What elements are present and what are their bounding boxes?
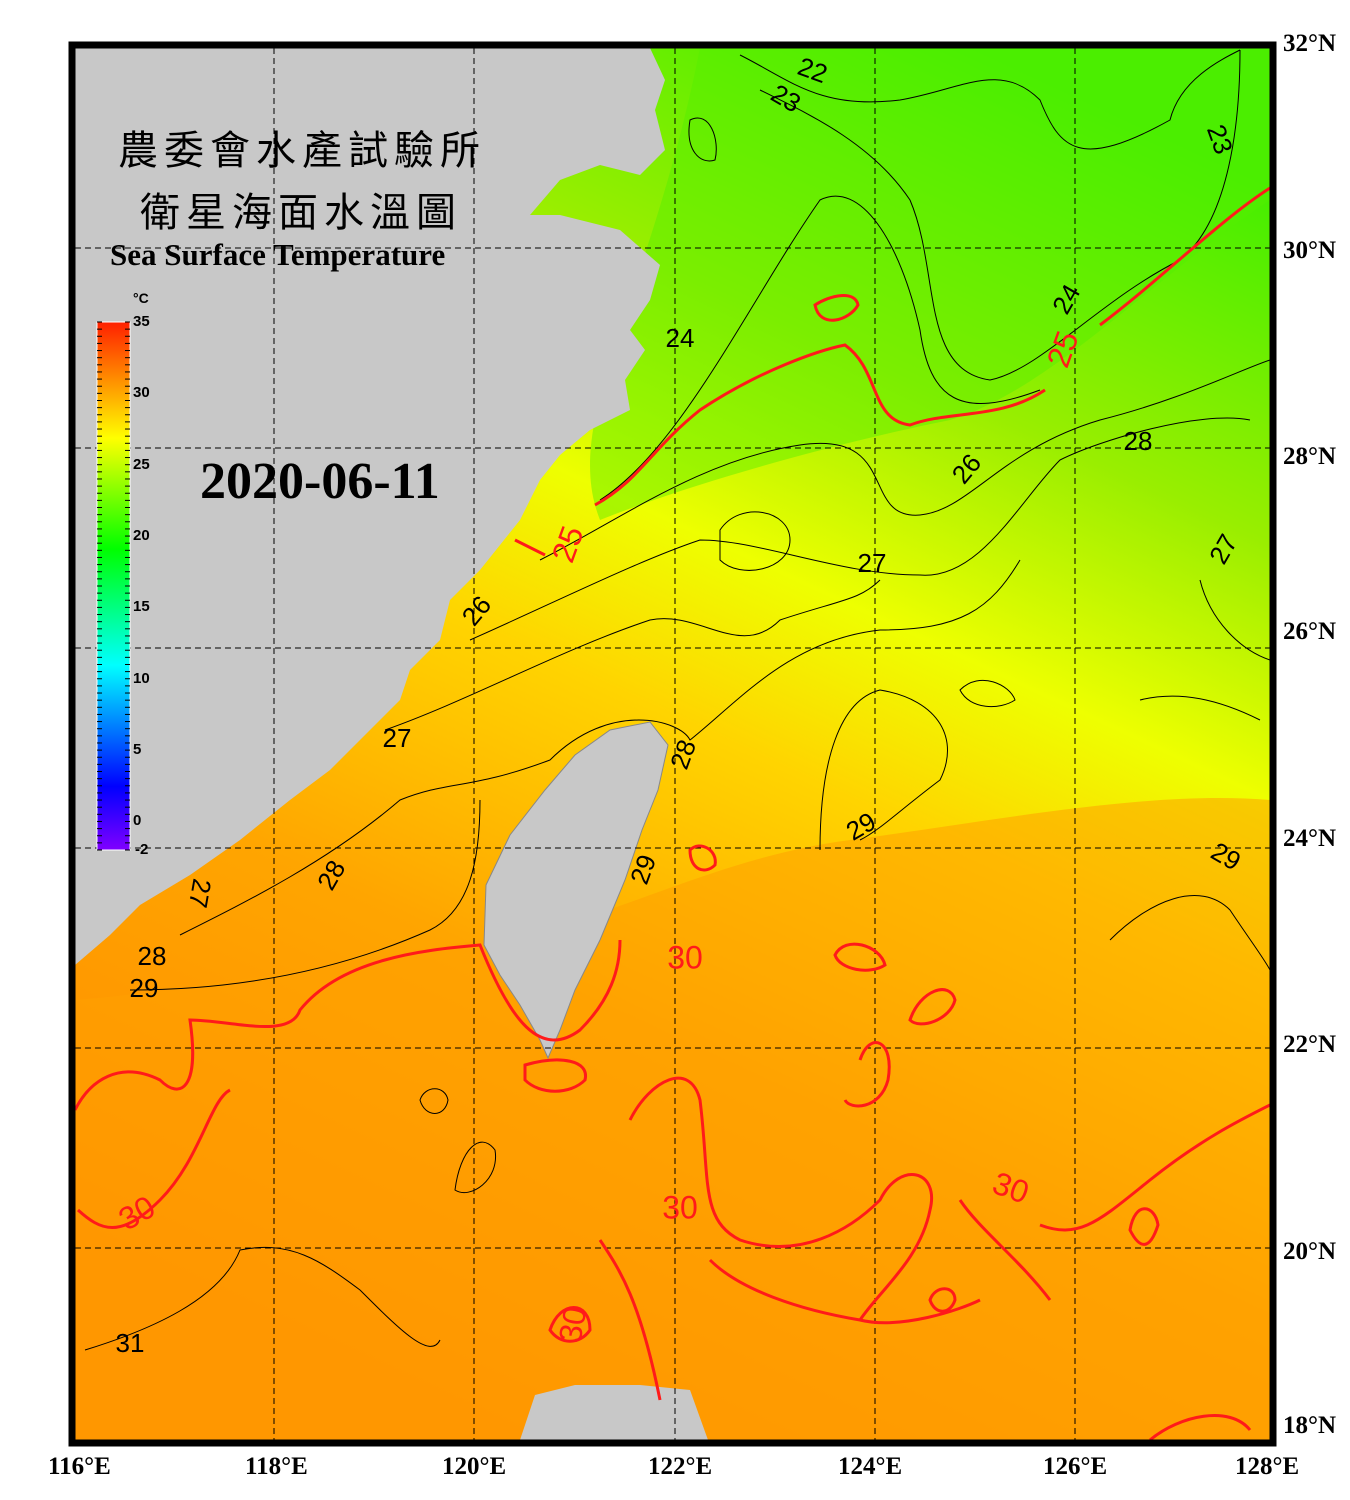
contour-label: 27: [383, 723, 412, 753]
lon-label: 122°E: [648, 1453, 713, 1480]
lon-label: 128°E: [1235, 1453, 1300, 1480]
contour-label: 29: [130, 973, 159, 1003]
colorbar-tick-label: 30: [133, 384, 150, 402]
lon-label: 118°E: [245, 1453, 308, 1480]
contour-label: 28: [1124, 426, 1153, 456]
colorbar-tick-label: 15: [133, 598, 150, 616]
lat-label: 32°N: [1283, 30, 1337, 57]
colorbar-tick-label: 25: [133, 455, 150, 473]
colorbar-tick-label: 5: [133, 741, 142, 759]
lat-label: 26°N: [1283, 618, 1337, 645]
contour-label: 27: [183, 877, 218, 911]
lat-label: 22°N: [1283, 1031, 1337, 1058]
warm-region: [75, 798, 1270, 1440]
lon-label: 126°E: [1043, 1453, 1108, 1480]
colorbar-ticks: [97, 321, 130, 851]
lat-label: 28°N: [1283, 443, 1337, 470]
colorbar-tick-label: 20: [133, 527, 150, 545]
colorbar-tick-label: 35: [133, 313, 150, 330]
lon-label: 116°E: [48, 1453, 111, 1480]
contour-label: 30: [552, 1304, 594, 1345]
title-cn-line1: 農委會水產試驗所: [118, 128, 486, 174]
colorbar-tick-label: 10: [133, 669, 150, 687]
colorbar-tick-label: 0: [133, 812, 142, 830]
colorbar-unit: °C: [133, 290, 149, 306]
contour-label: 30: [662, 1189, 698, 1225]
contours-red: [75, 186, 1270, 1440]
title-cn-line2: 衛星海面水溫圖: [140, 190, 462, 236]
lat-label: 30°N: [1283, 237, 1337, 264]
lat-label: 24°N: [1283, 825, 1337, 852]
contour-label: 27: [858, 548, 887, 578]
contour-label: 28: [138, 941, 167, 971]
title-english: Sea Surface Temperature: [110, 237, 446, 272]
lon-label: 120°E: [442, 1453, 507, 1480]
map-date: 2020-06-11: [200, 453, 440, 510]
luzon-island: [520, 1385, 708, 1440]
map-frame: [68, 41, 1277, 1447]
contour-label: 31: [116, 1328, 145, 1358]
china-landmass: [75, 48, 665, 965]
taiwan-island: [483, 721, 669, 1060]
lon-label: 124°E: [838, 1453, 903, 1480]
contours-black: [84, 49, 1270, 1351]
colorbar: [96, 321, 131, 851]
contour-label: 24: [666, 323, 695, 353]
colorbar-tick-label: -2: [135, 841, 149, 858]
lat-label: 20°N: [1283, 1238, 1337, 1265]
lat-label: 18°N: [1283, 1412, 1337, 1439]
grid-lines: [75, 48, 1270, 1440]
contour-label: 30: [667, 939, 703, 975]
